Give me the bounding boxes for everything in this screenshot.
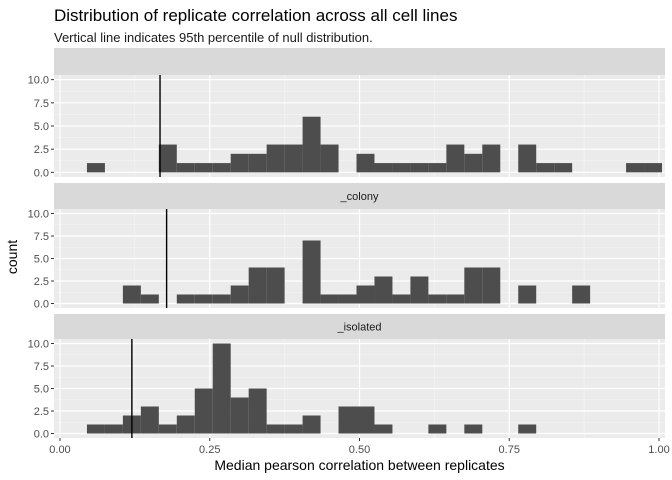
histogram-bar xyxy=(626,163,645,173)
facet-strip xyxy=(54,314,665,339)
histogram-bar xyxy=(392,294,411,304)
y-tick-label: 7.5 xyxy=(34,98,49,110)
histogram-bar xyxy=(140,406,159,434)
x-tick-label: 1.00 xyxy=(648,444,669,456)
histogram-bar xyxy=(176,415,195,434)
y-tick-label: 10.0 xyxy=(28,339,49,351)
y-tick-label: 5.0 xyxy=(34,254,49,266)
y-tick-label: 0.0 xyxy=(34,299,49,311)
histogram-bar xyxy=(446,294,465,304)
histogram-bar xyxy=(572,285,591,304)
histogram-bar xyxy=(230,285,249,304)
histogram-bar xyxy=(482,267,501,304)
facet-strip-label: _isolated xyxy=(336,322,381,334)
histogram-bar xyxy=(230,397,249,434)
histogram-bar xyxy=(374,276,393,304)
histogram-bar xyxy=(176,294,195,304)
y-tick-label: 10.0 xyxy=(28,75,49,87)
x-axis-title: Median pearson correlation between repli… xyxy=(214,457,504,473)
y-axis-title: count xyxy=(4,240,20,274)
histogram-bar xyxy=(320,144,339,173)
histogram-bar xyxy=(554,163,573,173)
histogram-bar xyxy=(212,343,231,434)
histogram-bar xyxy=(86,163,105,173)
histogram-bar xyxy=(410,276,429,304)
histogram-bar xyxy=(356,285,375,304)
histogram-bar xyxy=(464,424,483,434)
histogram-bar xyxy=(302,116,321,173)
histogram-bar xyxy=(518,285,537,304)
histogram-bar xyxy=(338,406,357,434)
histogram-bar xyxy=(194,163,213,173)
histogram-bar xyxy=(194,294,213,304)
y-tick-label: 7.5 xyxy=(34,231,49,243)
histogram-bar xyxy=(140,294,159,304)
histogram-bar xyxy=(410,163,429,173)
y-tick-label: 2.5 xyxy=(34,406,49,418)
histogram-bar xyxy=(212,294,231,304)
histogram-bar xyxy=(374,424,393,434)
x-tick-label: 0.00 xyxy=(49,444,70,456)
histogram-bar xyxy=(248,388,267,434)
histogram-bar xyxy=(392,163,411,173)
histogram-bar xyxy=(104,424,123,434)
histogram-bar xyxy=(284,424,303,434)
y-tick-label: 2.5 xyxy=(34,144,49,156)
histogram-bar xyxy=(266,424,285,434)
histogram-bar xyxy=(464,267,483,304)
histogram-bar xyxy=(518,424,537,434)
chart-title: Distribution of replicate correlation ac… xyxy=(54,6,457,25)
histogram-bar xyxy=(356,153,375,173)
facet-strip-label: _colony xyxy=(340,191,379,203)
y-tick-label: 0.0 xyxy=(34,167,49,179)
histogram-bar xyxy=(86,424,105,434)
histogram-bar xyxy=(158,424,177,434)
y-tick-label: 0.0 xyxy=(34,429,49,441)
y-tick-label: 5.0 xyxy=(34,384,49,396)
facet-strip xyxy=(54,183,665,209)
facet-panel: _colony 0.0 2.5 5.0 7.5 10.0 xyxy=(28,183,665,311)
facet-panel: _isolated 0.0 2.5 5.0 7.5 10.0 xyxy=(28,314,665,441)
x-axis: 0.00 0.25 0.50 0.75 1.00 xyxy=(49,438,670,456)
histogram-bar xyxy=(482,144,501,173)
histogram-bar xyxy=(248,267,267,304)
histogram-bar xyxy=(158,144,177,173)
y-tick-label: 2.5 xyxy=(34,276,49,288)
histogram-bar xyxy=(374,163,393,173)
histogram-bar xyxy=(266,144,285,173)
histogram-bar xyxy=(302,240,321,304)
histogram-bar xyxy=(284,144,303,173)
histogram-bar xyxy=(518,144,537,173)
histogram-bar xyxy=(248,153,267,173)
x-tick-label: 0.50 xyxy=(349,444,370,456)
histogram-bar xyxy=(320,294,339,304)
y-tick-label: 10.0 xyxy=(28,209,49,221)
histogram-bar xyxy=(212,163,231,173)
histogram-bar xyxy=(194,388,213,434)
histogram-bar xyxy=(356,406,375,434)
histogram-bar xyxy=(536,163,555,173)
histogram-bar xyxy=(464,153,483,173)
histogram-bar xyxy=(446,144,465,173)
histogram-bar xyxy=(266,267,285,304)
x-tick-label: 0.75 xyxy=(499,444,520,456)
histogram-bar xyxy=(122,285,141,304)
y-tick-label: 5.0 xyxy=(34,121,49,133)
histogram-bar xyxy=(338,294,357,304)
facet-strip xyxy=(54,48,665,75)
x-tick-label: 0.25 xyxy=(199,444,220,456)
facet-panel: 0.0 2.5 5.0 7.5 10.0 xyxy=(28,48,665,179)
histogram-bar xyxy=(230,153,249,173)
chart-subtitle: Vertical line indicates 95th percentile … xyxy=(54,30,373,45)
histogram-bar xyxy=(428,163,447,173)
histogram-bar xyxy=(644,163,663,173)
histogram-bar xyxy=(428,294,447,304)
histogram-bar xyxy=(176,163,195,173)
facet-panels: 0.02.55.07.510.0_colony0.02.55.07.510.0_… xyxy=(28,48,665,441)
histogram-bar xyxy=(428,424,447,434)
histogram-bar xyxy=(302,415,321,434)
y-tick-label: 7.5 xyxy=(34,361,49,373)
